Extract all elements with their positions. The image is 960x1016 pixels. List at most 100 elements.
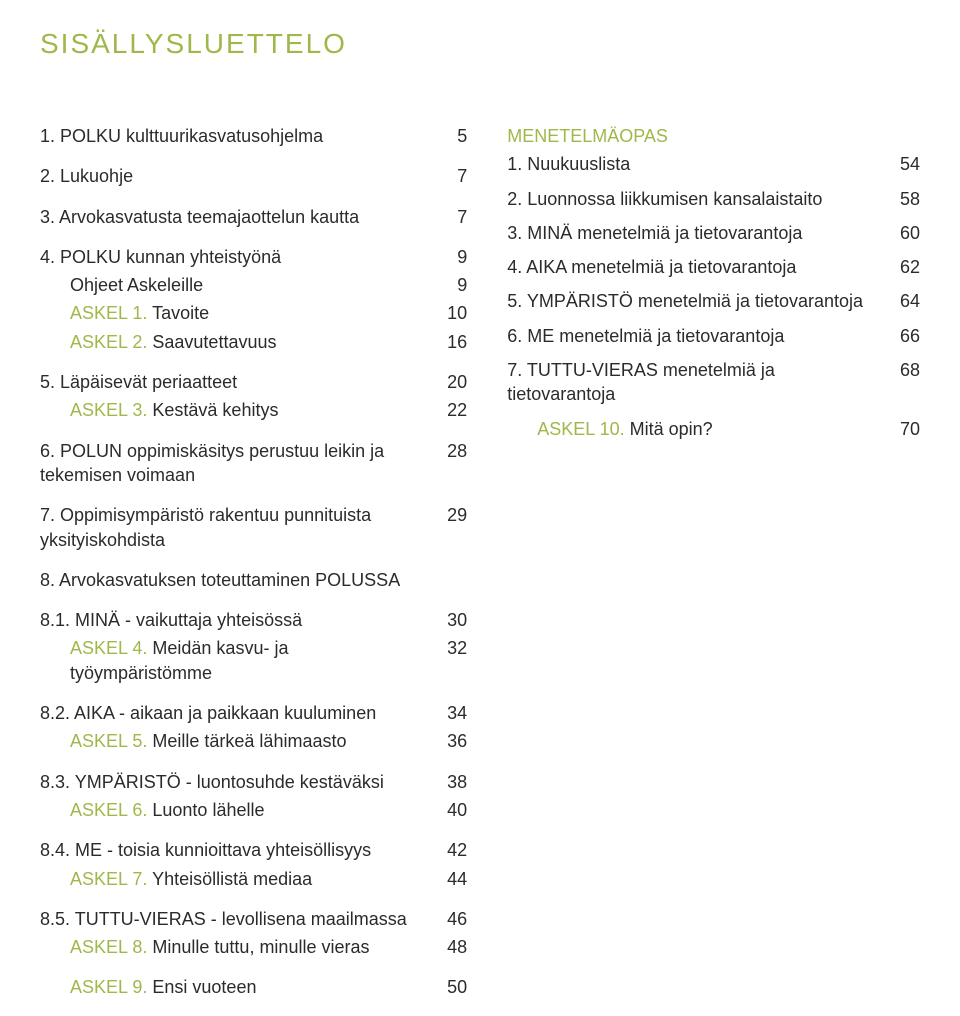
toc-page: 20	[431, 370, 467, 394]
toc-label: 1. Nuukuuslista	[507, 152, 884, 176]
toc-page: 70	[884, 417, 920, 441]
toc-page: 66	[884, 324, 920, 348]
toc-entry: 2. Luonnossa liikkumisen kansalaistaito …	[507, 187, 920, 211]
toc-page: 28	[431, 439, 467, 463]
toc-page: 34	[431, 701, 467, 725]
toc-entry: 8.2. AIKA - aikaan ja paikkaan kuulumine…	[40, 701, 467, 725]
toc-label: 2. Luonnossa liikkumisen kansalaistaito	[507, 187, 884, 211]
toc-page: 9	[431, 245, 467, 269]
toc-label: 7. TUTTU-VIERAS menetelmiä ja tietovaran…	[507, 358, 884, 407]
toc-page: 38	[431, 770, 467, 794]
toc-entry: 2. Lukuohje 7	[40, 164, 467, 188]
toc-label: 4. AIKA menetelmiä ja tietovarantoja	[507, 255, 884, 279]
toc-section-header: MENETELMÄOPAS	[507, 124, 920, 148]
toc-entry: 7. TUTTU-VIERAS menetelmiä ja tietovaran…	[507, 358, 920, 407]
toc-label: ASKEL 10. Mitä opin?	[537, 417, 884, 441]
toc-page: 22	[431, 398, 467, 422]
section-header-label: MENETELMÄOPAS	[507, 124, 920, 148]
askel-text: Tavoite	[147, 303, 209, 323]
toc-page: 36	[431, 729, 467, 753]
askel-prefix: ASKEL 7.	[70, 869, 147, 889]
toc-page: 32	[431, 636, 467, 660]
toc-label: 3. Arvokasvatusta teemajaottelun kautta	[40, 205, 431, 229]
toc-page: 60	[884, 221, 920, 245]
askel-text: Ensi vuoteen	[147, 977, 256, 997]
toc-label: 4. POLKU kunnan yhteistyönä	[40, 245, 431, 269]
askel-prefix: ASKEL 8.	[70, 937, 147, 957]
toc-page: 68	[884, 358, 920, 382]
toc-label: 1. POLKU kulttuurikasvatusohjelma	[40, 124, 431, 148]
toc-label: ASKEL 4. Meidän kasvu- ja työympäristömm…	[70, 636, 431, 685]
askel-text: Mitä opin?	[625, 419, 713, 439]
toc-entry: 5. YMPÄRISTÖ menetelmiä ja tietovarantoj…	[507, 289, 920, 313]
askel-prefix: ASKEL 2.	[70, 332, 147, 352]
askel-prefix: ASKEL 6.	[70, 800, 147, 820]
askel-prefix: ASKEL 9.	[70, 977, 147, 997]
toc-entry: 3. Arvokasvatusta teemajaottelun kautta …	[40, 205, 467, 229]
toc-entry: 1. POLKU kulttuurikasvatusohjelma 5	[40, 124, 467, 148]
toc-label: ASKEL 9. Ensi vuoteen	[70, 975, 431, 999]
askel-text: Yhteisöllistä mediaa	[147, 869, 312, 889]
toc-entry: 8.3. YMPÄRISTÖ - luontosuhde kestäväksi …	[40, 770, 467, 794]
toc-page: 62	[884, 255, 920, 279]
askel-prefix: ASKEL 3.	[70, 400, 147, 420]
toc-page: 10	[431, 301, 467, 325]
toc-label: 8.4. ME - toisia kunnioittava yhteisölli…	[40, 838, 431, 862]
toc-label: 8.3. YMPÄRISTÖ - luontosuhde kestäväksi	[40, 770, 431, 794]
toc-right-column: MENETELMÄOPAS 1. Nuukuuslista 54 2. Luon…	[507, 124, 920, 451]
askel-text: Luonto lähelle	[147, 800, 264, 820]
toc-page: 7	[431, 164, 467, 188]
toc-page: 50	[431, 975, 467, 999]
toc-entry: 4. POLKU kunnan yhteistyönä 9	[40, 245, 467, 269]
toc-page: 44	[431, 867, 467, 891]
toc-subentry: ASKEL 10. Mitä opin? 70	[507, 417, 920, 441]
toc-label: ASKEL 2. Saavutettavuus	[70, 330, 431, 354]
askel-prefix: ASKEL 1.	[70, 303, 147, 323]
toc-page: 9	[431, 273, 467, 297]
toc-entry: 5. Läpäisevät periaatteet 20	[40, 370, 467, 394]
toc-label: 6. ME menetelmiä ja tietovarantoja	[507, 324, 884, 348]
toc-entry: 4. AIKA menetelmiä ja tietovarantoja 62	[507, 255, 920, 279]
toc-subentry: ASKEL 3. Kestävä kehitys 22	[40, 398, 467, 422]
toc-entry: 8.1. MINÄ - vaikuttaja yhteisössä 30	[40, 608, 467, 632]
askel-prefix: ASKEL 5.	[70, 731, 147, 751]
toc-label: ASKEL 1. Tavoite	[70, 301, 431, 325]
toc-subentry: ASKEL 1. Tavoite 10	[40, 301, 467, 325]
toc-label: ASKEL 6. Luonto lähelle	[70, 798, 431, 822]
toc-subentry: ASKEL 7. Yhteisöllistä mediaa 44	[40, 867, 467, 891]
toc-label: 8.5. TUTTU-VIERAS - levollisena maailmas…	[40, 907, 431, 931]
toc-page: 40	[431, 798, 467, 822]
toc-subentry: ASKEL 2. Saavutettavuus 16	[40, 330, 467, 354]
toc-subentry: Ohjeet Askeleille 9	[40, 273, 467, 297]
toc-label: Ohjeet Askeleille	[70, 273, 431, 297]
toc-entry: 3. MINÄ menetelmiä ja tietovarantoja 60	[507, 221, 920, 245]
toc-subentry: ASKEL 6. Luonto lähelle 40	[40, 798, 467, 822]
askel-text: Minulle tuttu, minulle vieras	[147, 937, 369, 957]
toc-entry: 8.4. ME - toisia kunnioittava yhteisölli…	[40, 838, 467, 862]
askel-prefix: ASKEL 4.	[70, 638, 147, 658]
toc-label: ASKEL 7. Yhteisöllistä mediaa	[70, 867, 431, 891]
toc-page: 7	[431, 205, 467, 229]
toc-entry: 6. POLUN oppimiskäsitys perustuu leikin …	[40, 439, 467, 488]
toc-page: 5	[431, 124, 467, 148]
askel-text: Saavutettavuus	[147, 332, 276, 352]
toc-page: 58	[884, 187, 920, 211]
toc-columns: 1. POLKU kulttuurikasvatusohjelma 5 2. L…	[40, 124, 920, 1016]
toc-page: 54	[884, 152, 920, 176]
askel-text: Kestävä kehitys	[147, 400, 278, 420]
toc-page: 30	[431, 608, 467, 632]
toc-label: ASKEL 5. Meille tärkeä lähimaasto	[70, 729, 431, 753]
toc-label: 3. MINÄ menetelmiä ja tietovarantoja	[507, 221, 884, 245]
toc-label: 8.2. AIKA - aikaan ja paikkaan kuulumine…	[40, 701, 431, 725]
toc-subentry: ASKEL 4. Meidän kasvu- ja työympäristömm…	[40, 636, 467, 685]
askel-text: Meille tärkeä lähimaasto	[147, 731, 346, 751]
toc-page: 64	[884, 289, 920, 313]
toc-label: 8. Arvokasvatuksen toteuttaminen POLUSSA	[40, 568, 467, 592]
toc-page: 29	[431, 503, 467, 527]
toc-entry: 6. ME menetelmiä ja tietovarantoja 66	[507, 324, 920, 348]
toc-title: SISÄLLYSLUETTELO	[40, 28, 920, 60]
toc-subentry: ASKEL 9. Ensi vuoteen 50	[40, 975, 467, 999]
toc-label: 8.1. MINÄ - vaikuttaja yhteisössä	[40, 608, 431, 632]
toc-label: 6. POLUN oppimiskäsitys perustuu leikin …	[40, 439, 431, 488]
toc-left-column: 1. POLKU kulttuurikasvatusohjelma 5 2. L…	[40, 124, 467, 1016]
